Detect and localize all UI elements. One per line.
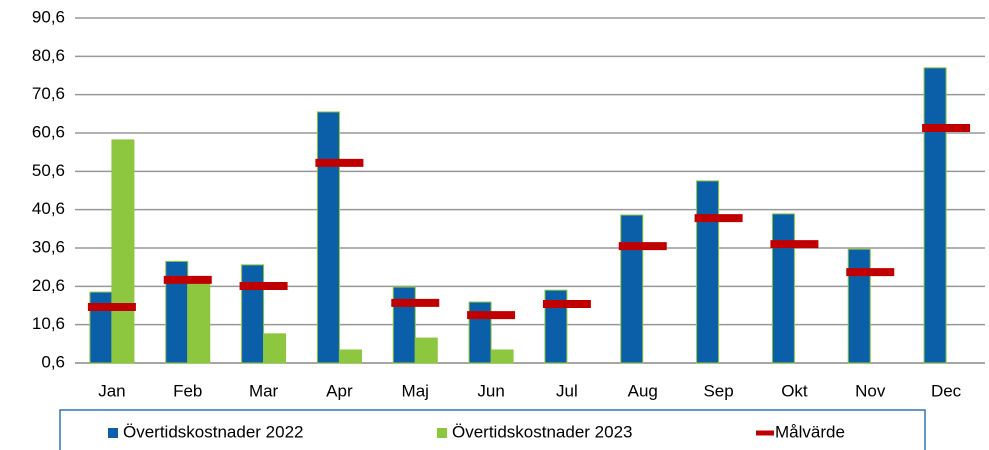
bar xyxy=(89,291,113,364)
legend-label: Övertidskostnader 2022 xyxy=(123,422,304,441)
y-tick-label: 10,6 xyxy=(32,314,65,333)
x-tick-label: Aug xyxy=(628,381,658,400)
y-tick-label: 0,6 xyxy=(41,352,65,371)
x-tick-label: Apr xyxy=(326,381,353,400)
legend-label: Övertidskostnader 2023 xyxy=(452,422,633,441)
bar xyxy=(316,111,340,364)
x-tick-label: Dec xyxy=(931,381,962,400)
x-tick-label: Okt xyxy=(781,381,808,400)
x-tick-label: Mar xyxy=(249,381,279,400)
x-tick-label: Sep xyxy=(703,381,733,400)
bar xyxy=(392,286,416,364)
x-tick-label: Nov xyxy=(855,381,886,400)
x-tick-label: Jul xyxy=(556,381,578,400)
y-tick-label: 40,6 xyxy=(32,199,65,218)
bar xyxy=(771,213,795,364)
bar xyxy=(241,264,265,364)
y-tick-label: 30,6 xyxy=(32,237,65,256)
x-tick-label: Jun xyxy=(477,381,504,400)
y-tick-label: 90,6 xyxy=(32,7,65,26)
bar xyxy=(263,333,287,364)
bar xyxy=(111,139,135,364)
y-tick-label: 50,6 xyxy=(32,161,65,180)
bar xyxy=(923,67,947,364)
x-tick-label: Jan xyxy=(98,381,125,400)
x-tick-label: Feb xyxy=(173,381,202,400)
bar xyxy=(187,279,211,364)
bar xyxy=(338,349,362,364)
legend-box xyxy=(59,409,926,450)
y-tick-label: 70,6 xyxy=(32,84,65,103)
bar xyxy=(847,248,871,364)
bar xyxy=(414,337,438,364)
bar xyxy=(696,180,720,364)
y-tick-label: 80,6 xyxy=(32,46,65,65)
bar xyxy=(620,214,644,364)
bar xyxy=(490,349,514,364)
bar xyxy=(544,289,568,364)
x-tick-label: Maj xyxy=(402,381,429,400)
legend-label: Målvärde xyxy=(775,422,845,441)
legend-swatch xyxy=(108,428,118,438)
legend-swatch xyxy=(437,428,447,438)
y-tick-label: 20,6 xyxy=(32,276,65,295)
y-tick-label: 60,6 xyxy=(32,122,65,141)
